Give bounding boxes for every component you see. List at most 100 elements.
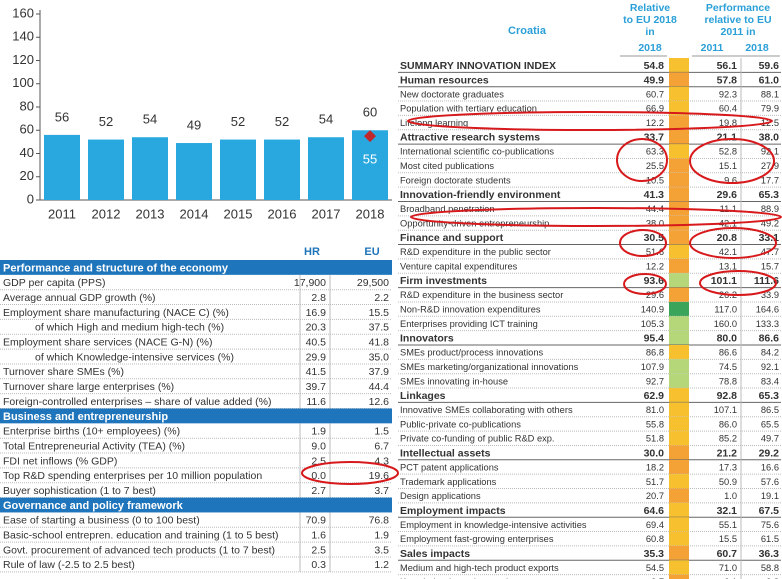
row-label: Turnover share large enterprises (%) bbox=[3, 381, 174, 393]
cell: 164.6 bbox=[756, 305, 779, 315]
cell: 49.7 bbox=[761, 434, 779, 444]
row-label: Lifelong learning bbox=[400, 118, 468, 128]
swatch bbox=[669, 459, 689, 475]
row-label: Population with tertiary education bbox=[400, 104, 537, 114]
cell: 65.3 bbox=[759, 189, 780, 201]
row-label: SMEs product/process innovations bbox=[400, 348, 543, 358]
marker-label: 55 bbox=[363, 152, 377, 167]
row-label: SUMMARY INNOVATION INDEX bbox=[400, 60, 556, 72]
cell: 52.8 bbox=[719, 147, 737, 157]
row-label: Buyer sophistication (1 to 7 best) bbox=[3, 485, 156, 497]
cell: 0.3 bbox=[311, 559, 326, 571]
cell: 140.9 bbox=[641, 305, 664, 315]
cell: 107.1 bbox=[714, 405, 737, 415]
cell: 11.6 bbox=[306, 396, 326, 408]
cell: 1.9 bbox=[311, 426, 326, 438]
swatch bbox=[669, 215, 689, 231]
cell: 51.8 bbox=[646, 434, 664, 444]
cell: 61.0 bbox=[759, 74, 780, 86]
row-label: Employment share manufacturing (NACE C) … bbox=[3, 307, 229, 319]
cell: 29.6 bbox=[717, 189, 738, 201]
column-header: in bbox=[645, 26, 654, 38]
red-ellipse bbox=[689, 227, 777, 259]
cell: 41.8 bbox=[369, 336, 390, 348]
cell: 65.3 bbox=[759, 390, 780, 402]
annotations bbox=[301, 111, 782, 485]
row-label: Most cited publications bbox=[400, 161, 494, 171]
cell: 54.5 bbox=[646, 563, 664, 573]
swatch bbox=[669, 115, 689, 130]
cell: 20.3 bbox=[306, 322, 327, 334]
row-label: PCT patent applications bbox=[400, 462, 499, 472]
row-label: Venture capital expenditures bbox=[400, 262, 518, 272]
red-ellipse bbox=[623, 273, 667, 295]
y-tick-label: 40 bbox=[20, 145, 34, 160]
cell: 62.9 bbox=[644, 390, 665, 402]
swatch bbox=[669, 574, 689, 579]
cell: 60.7 bbox=[646, 89, 664, 99]
row-label: Employment fast-growing enterprises bbox=[400, 534, 554, 544]
column-header: 2011 in bbox=[720, 26, 755, 38]
row-label: Innovators bbox=[400, 333, 454, 345]
row-label: Govt. procurement of advanced tech produ… bbox=[3, 544, 275, 556]
red-ellipse bbox=[410, 207, 782, 227]
row-label: Knowledge-intensive services exports bbox=[400, 577, 556, 579]
value-label: 52 bbox=[275, 114, 289, 129]
cell: 133.3 bbox=[756, 319, 779, 329]
cell: 93.6 bbox=[644, 275, 665, 287]
cell: 20.7 bbox=[646, 491, 664, 501]
row-label: New doctorate graduates bbox=[400, 89, 504, 99]
cell: 101.1 bbox=[711, 275, 737, 287]
cell: 30.5 bbox=[644, 232, 665, 244]
column-header: HR bbox=[304, 246, 320, 258]
y-tick-label: 120 bbox=[12, 52, 34, 67]
cell: 86.6 bbox=[759, 333, 780, 345]
section-title: Business and entrepreneurship bbox=[3, 411, 168, 423]
row-label: Sales impacts bbox=[400, 548, 470, 560]
row-label: International scientific co-publications bbox=[400, 147, 554, 157]
y-tick-label: 80 bbox=[20, 98, 34, 113]
cell: 75.6 bbox=[761, 520, 779, 530]
cell: 50.9 bbox=[719, 477, 737, 487]
cell: 2.2 bbox=[374, 292, 389, 304]
row-label: Intellectual assets bbox=[400, 447, 491, 459]
row-label: Finance and support bbox=[400, 232, 504, 244]
swatch bbox=[669, 72, 689, 87]
cell: 25.5 bbox=[646, 161, 664, 171]
x-tick-label: 2014 bbox=[180, 206, 209, 221]
row-label: R&D expenditure in the public sector bbox=[400, 247, 551, 257]
cell: 78.8 bbox=[719, 376, 737, 386]
cell: 86.0 bbox=[719, 419, 737, 429]
cell: 30.0 bbox=[644, 447, 665, 459]
cell: 86.5 bbox=[761, 405, 779, 415]
x-tick-label: 2018 bbox=[356, 206, 385, 221]
row-label: Foreign-controlled enterprises – share o… bbox=[3, 396, 271, 408]
bar bbox=[176, 143, 212, 200]
red-ellipse bbox=[407, 111, 773, 131]
cell: 92.7 bbox=[646, 376, 664, 386]
swatch bbox=[669, 101, 689, 116]
column-header: EU bbox=[364, 246, 379, 258]
swatch bbox=[669, 445, 689, 460]
cell: 54.8 bbox=[644, 60, 665, 72]
column-header: relative to EU bbox=[704, 14, 771, 26]
cell: 6.7 bbox=[374, 440, 389, 452]
row-label: Employment share services (NACE G-N) (%) bbox=[3, 336, 212, 348]
column-header: 2018 bbox=[745, 42, 769, 54]
row-label: Public-private co-publications bbox=[400, 419, 521, 429]
cell: 1.6 bbox=[311, 530, 326, 542]
bar bbox=[132, 137, 168, 200]
cell: 92.8 bbox=[717, 390, 738, 402]
cell: 84.2 bbox=[761, 348, 779, 358]
cell: 49.9 bbox=[644, 74, 665, 86]
cell: 107.9 bbox=[641, 362, 664, 372]
cell: 38.0 bbox=[646, 218, 664, 228]
cell: 69.4 bbox=[646, 520, 664, 530]
swatch bbox=[669, 359, 689, 374]
cell: 36.3 bbox=[759, 548, 780, 560]
row-label: Foreign doctorate students bbox=[400, 175, 511, 185]
cell: 41.3 bbox=[644, 189, 665, 201]
cell: 51.6 bbox=[646, 247, 664, 257]
row-label: Private co-funding of public R&D exp. bbox=[400, 434, 555, 444]
